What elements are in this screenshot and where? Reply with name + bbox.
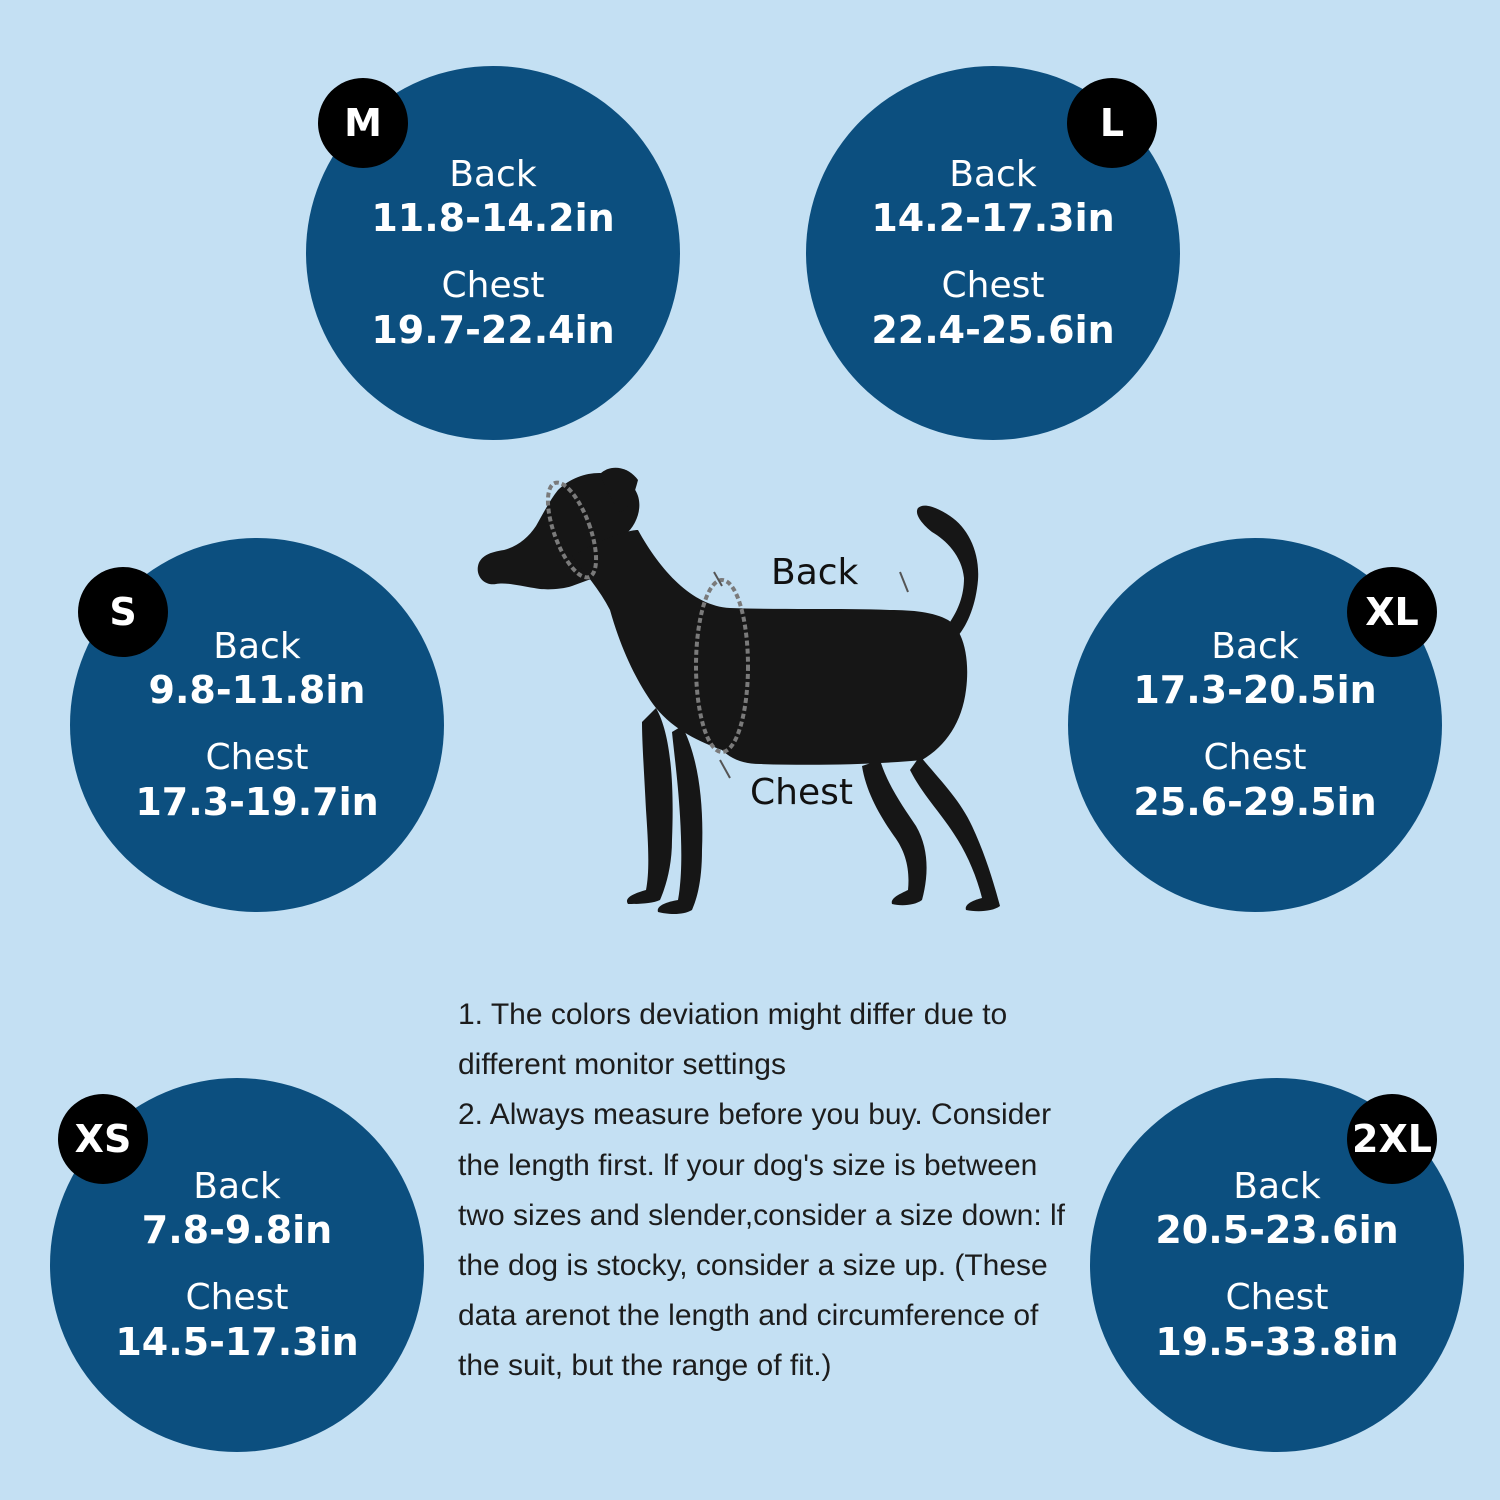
chest-value: 19.7-22.4in — [371, 308, 615, 352]
back-label: Back — [193, 1166, 281, 1207]
back-label: Back — [1211, 626, 1299, 667]
back-value: 17.3-20.5in — [1133, 668, 1377, 712]
chest-value: 25.6-29.5in — [1133, 780, 1377, 824]
back-label: Back — [949, 154, 1037, 195]
size-badge-xs: XS — [58, 1094, 148, 1184]
back-value: 14.2-17.3in — [871, 196, 1115, 240]
chest-value: 19.5-33.8in — [1155, 1320, 1399, 1364]
back-label: Back — [449, 154, 537, 195]
back-value: 11.8-14.2in — [371, 196, 615, 240]
chest-measure-label: Chest — [750, 772, 853, 813]
chest-value: 14.5-17.3in — [115, 1320, 359, 1364]
back-value: 9.8-11.8in — [148, 668, 366, 712]
chest-label: Chest — [1225, 1277, 1329, 1318]
note-measure: 2. Always measure before you buy. Consid… — [458, 1098, 1065, 1383]
size-badge-2xl: 2XL — [1347, 1094, 1437, 1184]
size-badge-s: S — [78, 567, 168, 657]
back-label: Back — [213, 626, 301, 667]
chest-value: 22.4-25.6in — [871, 308, 1115, 352]
size-card-l: Back 14.2-17.3in Chest 22.4-25.6in — [806, 66, 1180, 440]
chest-pointer — [719, 759, 731, 779]
back-measure-label: Back — [771, 552, 859, 593]
size-badge-m: M — [318, 78, 408, 168]
back-value: 7.8-9.8in — [141, 1208, 333, 1252]
chest-label: Chest — [185, 1277, 289, 1318]
back-value: 20.5-23.6in — [1155, 1208, 1399, 1252]
size-notes: 1. The colors deviation might differ due… — [458, 990, 1088, 1392]
chest-label: Chest — [941, 265, 1045, 306]
back-pointer-right — [899, 571, 909, 593]
note-colors: 1. The colors deviation might differ due… — [458, 998, 1008, 1082]
size-card-m: Back 11.8-14.2in Chest 19.7-22.4in — [306, 66, 680, 440]
back-pointer-left — [713, 571, 723, 587]
neck-strap — [545, 480, 599, 580]
chest-label: Chest — [205, 737, 309, 778]
dog-silhouette — [477, 467, 1000, 914]
chest-value: 17.3-19.7in — [135, 780, 379, 824]
chest-label: Chest — [1203, 737, 1307, 778]
dog-measurement-illustration — [477, 467, 1000, 914]
chest-strap — [694, 578, 750, 754]
size-badge-xl: XL — [1347, 567, 1437, 657]
back-label: Back — [1233, 1166, 1321, 1207]
size-badge-l: L — [1067, 78, 1157, 168]
chest-label: Chest — [441, 265, 545, 306]
